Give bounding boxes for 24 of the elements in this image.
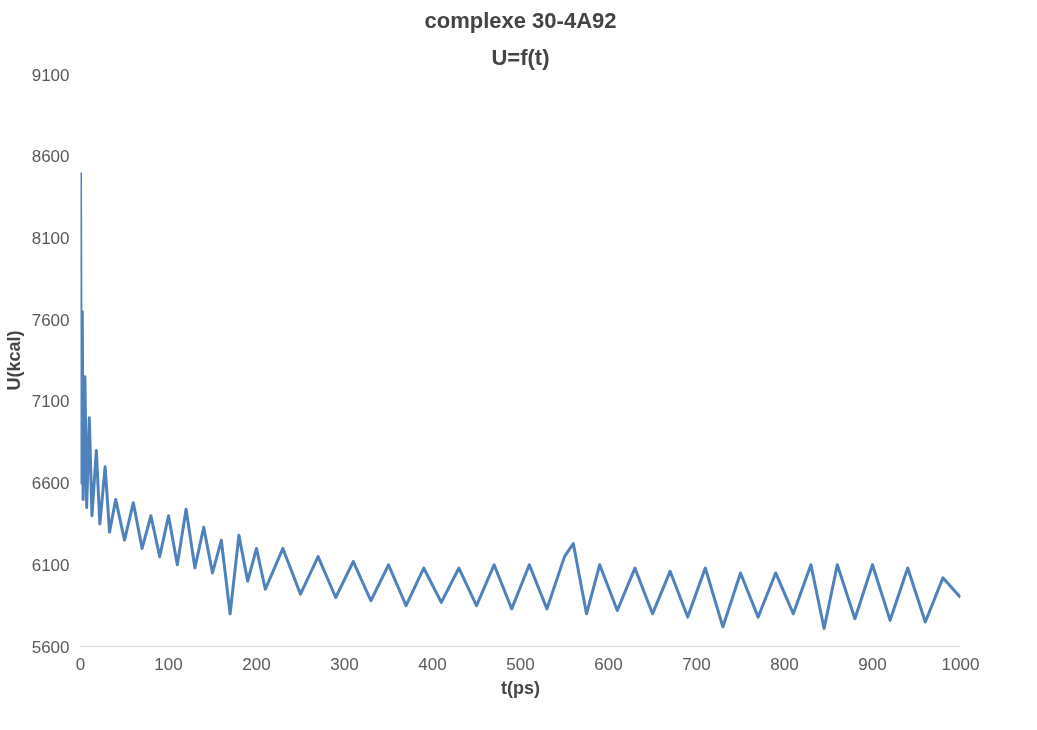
- x-tick-label: 300: [330, 654, 359, 674]
- x-tick-label: 400: [418, 654, 447, 674]
- y-tick-label: 6100: [31, 555, 70, 575]
- chart-subtitle: U=f(t): [491, 44, 550, 70]
- x-axis-title: t(ps): [501, 677, 541, 698]
- y-tick-label: 5600: [31, 637, 70, 657]
- y-tick-label: 7100: [31, 392, 70, 412]
- y-tick-label: 7600: [31, 310, 70, 330]
- y-tick-label: 6600: [31, 474, 70, 494]
- y-axis-title: U(kcal): [3, 330, 24, 391]
- y-tick-label: 9100: [31, 65, 70, 85]
- x-tick-label: 900: [858, 654, 887, 674]
- x-tick-label: 1000: [941, 654, 980, 674]
- x-tick-label: 600: [594, 654, 623, 674]
- x-tick-label: 100: [154, 654, 183, 674]
- x-tick-label: 700: [682, 654, 711, 674]
- chart-title: complexe 30-4A92: [424, 7, 617, 33]
- x-tick-label: 0: [75, 654, 86, 674]
- y-tick-label: 8100: [31, 228, 70, 248]
- x-tick-label: 800: [770, 654, 799, 674]
- y-tick-label: 8600: [31, 147, 70, 167]
- line-series: [80, 171, 961, 631]
- x-tick-label: 200: [242, 654, 271, 674]
- x-tick-label: 500: [506, 654, 535, 674]
